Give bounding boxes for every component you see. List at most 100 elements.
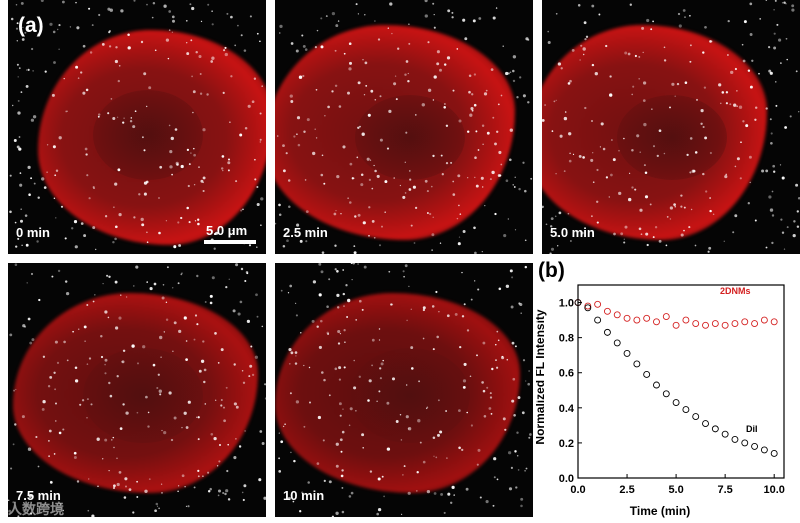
nanoparticle-dot bbox=[141, 136, 144, 139]
nanoparticle-dot bbox=[206, 93, 209, 96]
nanoparticle-dot bbox=[77, 328, 80, 331]
nanoparticle-dot bbox=[48, 429, 52, 433]
nanoparticle-dot bbox=[177, 221, 180, 224]
nanoparticle-dot bbox=[84, 147, 88, 151]
nanoparticle-dot bbox=[510, 305, 514, 309]
nanoparticle-dot bbox=[298, 75, 303, 79]
nanoparticle-dot bbox=[21, 244, 23, 247]
nanoparticle-dot bbox=[347, 197, 349, 199]
nanoparticle-dot bbox=[509, 269, 513, 273]
nanoparticle-dot bbox=[336, 306, 340, 309]
nanoparticle-dot bbox=[275, 222, 277, 225]
nanoparticle-dot bbox=[35, 435, 38, 439]
nanoparticle-dot bbox=[202, 176, 206, 180]
nanoparticle-dot bbox=[233, 402, 237, 406]
nanoparticle-dot bbox=[446, 457, 448, 459]
nanoparticle-dot bbox=[73, 451, 77, 455]
nanoparticle-dot bbox=[180, 216, 183, 220]
nanoparticle-dot bbox=[146, 281, 148, 283]
nanoparticle-dot bbox=[321, 154, 324, 157]
nanoparticle-dot bbox=[124, 485, 128, 488]
nanoparticle-dot bbox=[133, 285, 135, 287]
nanoparticle-dot bbox=[158, 231, 161, 235]
nanoparticle-dot bbox=[485, 89, 488, 92]
series-label-dil: DiI bbox=[746, 424, 758, 434]
nanoparticle-dot bbox=[564, 111, 567, 113]
nanoparticle-dot bbox=[469, 375, 472, 378]
nanoparticle-dot bbox=[500, 163, 503, 166]
nanoparticle-dot bbox=[21, 415, 25, 419]
nanoparticle-dot bbox=[702, 51, 705, 54]
nanoparticle-dot bbox=[92, 300, 95, 303]
nanoparticle-dot bbox=[334, 367, 338, 371]
nanoparticle-dot bbox=[113, 206, 115, 208]
nanoparticle-dot bbox=[563, 170, 566, 172]
nanoparticle-dot bbox=[120, 9, 124, 13]
nanoparticle-dot bbox=[304, 48, 308, 51]
nanoparticle-dot bbox=[512, 184, 514, 186]
frame-0min: (a) 5.0 μm 0 min bbox=[8, 0, 266, 254]
nanoparticle-dot bbox=[426, 489, 431, 494]
nanoparticle-dot bbox=[158, 507, 160, 510]
nanoparticle-dot bbox=[167, 57, 170, 60]
nanoparticle-dot bbox=[623, 137, 625, 140]
nanoparticle-dot bbox=[609, 93, 613, 97]
nanoparticle-dot bbox=[158, 389, 162, 393]
nanoparticle-dot bbox=[209, 294, 213, 298]
nanoparticle-dot bbox=[547, 30, 549, 33]
nanoparticle-dot bbox=[55, 402, 57, 405]
nanoparticle-dot bbox=[193, 338, 196, 341]
nanoparticle-dot bbox=[154, 49, 157, 52]
nanoparticle-dot bbox=[377, 477, 381, 481]
nanoparticle-dot bbox=[542, 118, 545, 122]
nanoparticle-dot bbox=[145, 180, 149, 184]
nanoparticle-dot bbox=[15, 3, 18, 6]
nanoparticle-dot bbox=[549, 252, 552, 254]
nanoparticle-dot bbox=[335, 24, 339, 28]
nanoparticle-dot bbox=[497, 103, 500, 106]
nanoparticle-dot bbox=[315, 137, 318, 139]
nanoparticle-dot bbox=[180, 273, 183, 276]
nanoparticle-dot bbox=[367, 113, 371, 117]
nanoparticle-dot bbox=[117, 79, 120, 83]
nanoparticle-dot bbox=[227, 169, 230, 172]
nanoparticle-dot bbox=[287, 292, 290, 294]
nanoparticle-dot bbox=[765, 0, 768, 1]
nanoparticle-dot bbox=[339, 332, 342, 335]
nanoparticle-dot bbox=[159, 393, 162, 396]
nanoparticle-dot bbox=[397, 47, 400, 50]
nanoparticle-dot bbox=[170, 136, 174, 141]
nanoparticle-dot bbox=[733, 103, 737, 107]
nanoparticle-dot bbox=[376, 174, 380, 178]
nanoparticle-dot bbox=[518, 187, 521, 191]
nanoparticle-dot bbox=[436, 50, 440, 54]
nanoparticle-dot bbox=[232, 309, 236, 313]
nanoparticle-dot bbox=[79, 403, 82, 406]
nanoparticle-dot bbox=[634, 54, 637, 58]
nanoparticle-dot bbox=[410, 346, 414, 350]
nanoparticle-dot bbox=[631, 148, 634, 152]
nanoparticle-dot bbox=[160, 356, 162, 358]
nanoparticle-dot bbox=[122, 403, 125, 406]
nanoparticle-dot bbox=[418, 380, 421, 383]
nanoparticle-dot bbox=[502, 45, 504, 47]
nanoparticle-dot bbox=[394, 75, 397, 77]
frame-2-5min: 2.5 min bbox=[275, 0, 533, 254]
x-tick-label: 2.5 bbox=[619, 484, 634, 496]
nanoparticle-dot bbox=[649, 203, 652, 206]
nanoparticle-dot bbox=[295, 400, 300, 404]
plot-frame bbox=[577, 284, 785, 479]
frame-time-label: 0 min bbox=[16, 225, 50, 240]
nanoparticle-dot bbox=[658, 239, 662, 243]
nanoparticle-dot bbox=[17, 76, 19, 78]
nanoparticle-dot bbox=[645, 232, 649, 236]
nanoparticle-dot bbox=[112, 486, 116, 490]
nanoparticle-dot bbox=[11, 104, 14, 107]
nanoparticle-dot bbox=[213, 436, 217, 441]
nanoparticle-dot bbox=[386, 401, 390, 405]
nanoparticle-dot bbox=[379, 377, 382, 380]
nanoparticle-dot bbox=[141, 223, 145, 227]
nanoparticle-dot bbox=[674, 95, 676, 97]
nanoparticle-dot bbox=[97, 113, 101, 116]
nanoparticle-dot bbox=[171, 173, 173, 176]
